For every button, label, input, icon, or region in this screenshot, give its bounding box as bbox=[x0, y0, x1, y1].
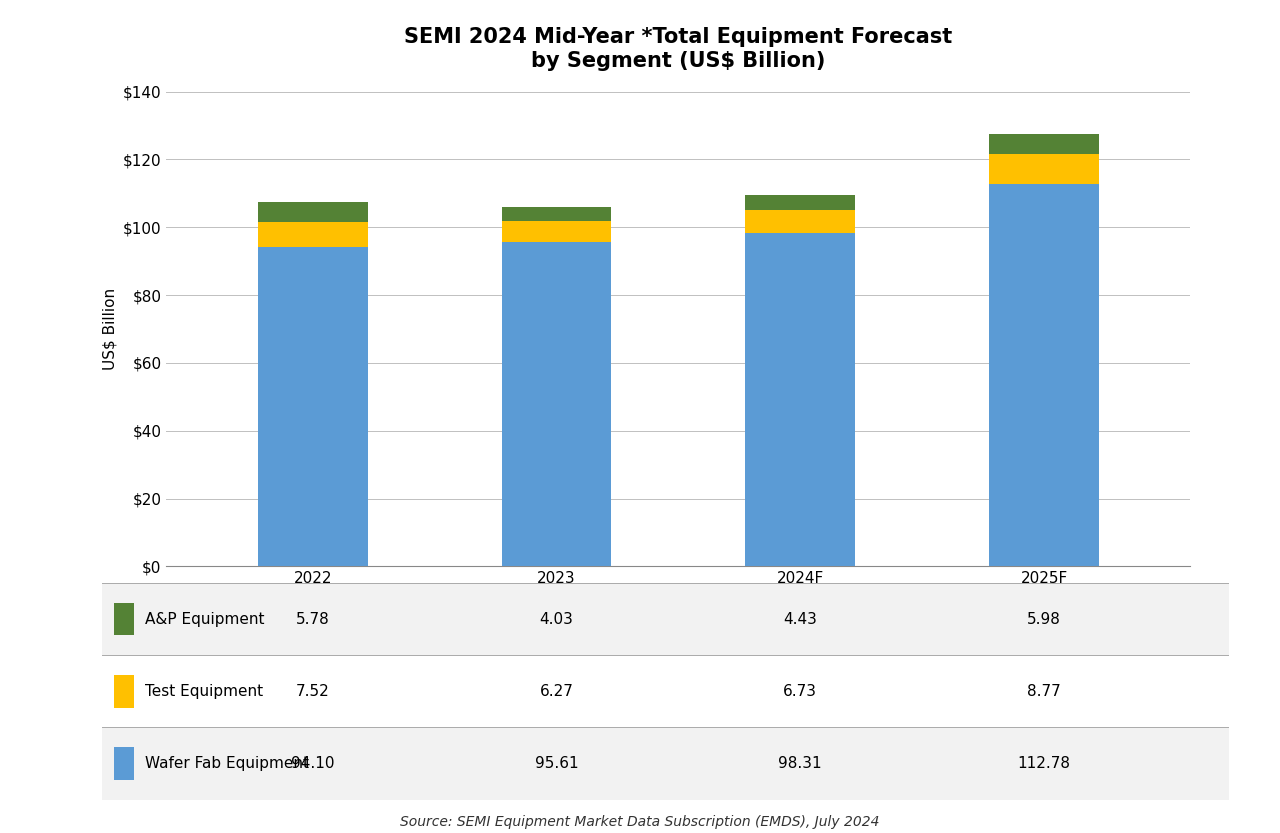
Text: 8.77: 8.77 bbox=[1028, 684, 1061, 699]
Text: Wafer Fab Equipment: Wafer Fab Equipment bbox=[145, 756, 310, 771]
Bar bbox=[102, 583, 1229, 656]
Text: 4.03: 4.03 bbox=[540, 611, 573, 626]
Bar bbox=[745, 233, 855, 566]
Text: 7.52: 7.52 bbox=[296, 684, 329, 699]
Bar bbox=[502, 242, 612, 566]
Text: Test Equipment: Test Equipment bbox=[145, 684, 264, 699]
Bar bbox=[257, 202, 367, 222]
Bar bbox=[745, 195, 855, 210]
Text: 98.31: 98.31 bbox=[778, 756, 822, 771]
Bar bbox=[102, 656, 1229, 727]
Text: 94.10: 94.10 bbox=[291, 756, 334, 771]
Bar bbox=[114, 747, 134, 780]
Title: SEMI 2024 Mid-Year *Total Equipment Forecast
by Segment (US$ Billion): SEMI 2024 Mid-Year *Total Equipment Fore… bbox=[404, 27, 952, 71]
Text: A&P Equipment: A&P Equipment bbox=[145, 611, 265, 626]
Bar bbox=[989, 184, 1100, 566]
Text: 4.43: 4.43 bbox=[783, 611, 817, 626]
Bar bbox=[745, 210, 855, 233]
Text: 5.78: 5.78 bbox=[296, 611, 329, 626]
Bar bbox=[114, 675, 134, 708]
Text: 6.73: 6.73 bbox=[783, 684, 818, 699]
Bar bbox=[989, 134, 1100, 154]
Bar bbox=[502, 207, 612, 221]
Bar bbox=[989, 154, 1100, 184]
Bar bbox=[502, 221, 612, 242]
Bar bbox=[102, 727, 1229, 800]
Bar bbox=[114, 603, 134, 636]
Bar bbox=[257, 222, 367, 247]
Text: 112.78: 112.78 bbox=[1018, 756, 1070, 771]
Text: Source: SEMI Equipment Market Data Subscription (EMDS), July 2024: Source: SEMI Equipment Market Data Subsc… bbox=[401, 815, 879, 829]
Y-axis label: US$ Billion: US$ Billion bbox=[102, 288, 118, 370]
Bar bbox=[257, 247, 367, 566]
Text: 6.27: 6.27 bbox=[540, 684, 573, 699]
Text: 95.61: 95.61 bbox=[535, 756, 579, 771]
Text: 5.98: 5.98 bbox=[1027, 611, 1061, 626]
